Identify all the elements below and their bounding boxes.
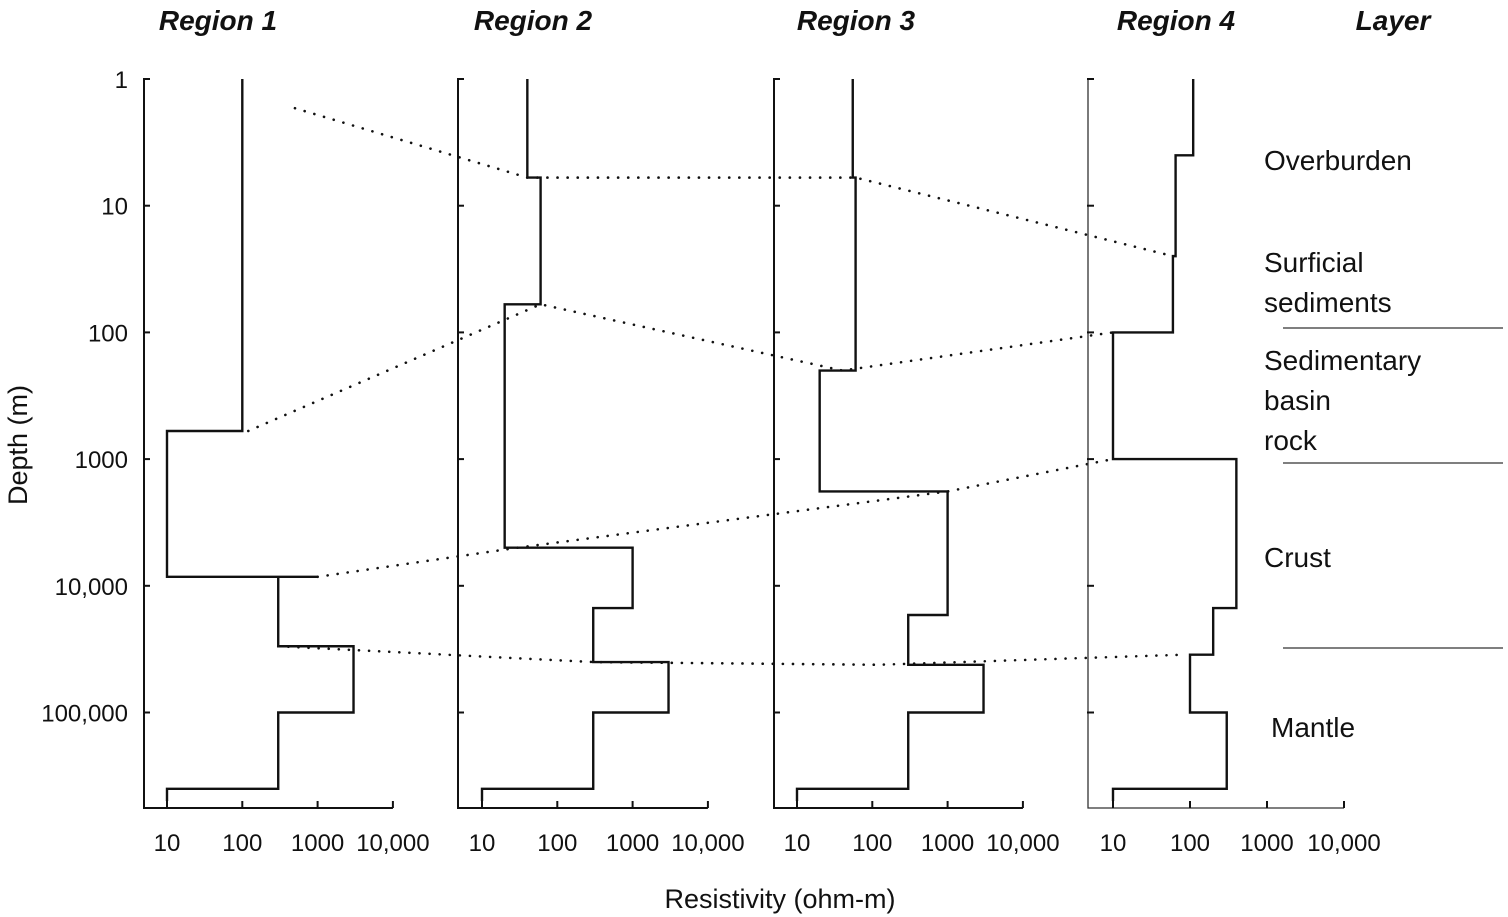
layer-label: rock bbox=[1264, 425, 1318, 456]
region-title: Region 4 bbox=[1117, 5, 1236, 36]
depth-tick-label: 100 bbox=[88, 320, 128, 347]
layer-correlation-line bbox=[316, 457, 1115, 579]
layer-label: Crust bbox=[1264, 542, 1331, 573]
layer-label: Overburden bbox=[1264, 145, 1412, 176]
resistivity-tick-label: 10,000 bbox=[1307, 830, 1380, 857]
depth-tick-label: 10 bbox=[101, 194, 128, 221]
resistivity-tick-label: 100 bbox=[852, 830, 892, 857]
region-title: Region 3 bbox=[797, 5, 916, 36]
resistivity-profile bbox=[480, 79, 670, 802]
region-title: Region 2 bbox=[474, 5, 593, 36]
panel-axes bbox=[143, 79, 393, 809]
depth-axis-title: Depth (m) bbox=[3, 385, 33, 505]
resistivity-tick-label: 10,000 bbox=[671, 830, 744, 857]
resistivity-profile bbox=[165, 79, 355, 802]
panel-axes bbox=[457, 79, 708, 809]
layer-label: Mantle bbox=[1271, 712, 1355, 743]
region-panel-2: Region 2 10 100 1000 10,000 bbox=[457, 5, 745, 857]
region-panel-1: Region 1 10 100 1000 10,000 bbox=[143, 5, 430, 857]
resistivity-tick-label: 100 bbox=[537, 830, 577, 857]
resistivity-tick-label: 10 bbox=[1100, 830, 1127, 857]
resistivity-tick-label: 100 bbox=[1170, 830, 1210, 857]
resistivity-axis-title: Resistivity (ohm-m) bbox=[664, 884, 895, 914]
resistivity-tick-label: 1000 bbox=[291, 830, 344, 857]
layer-labels: Overburden Surficial sediments Sedimentary b… bbox=[1264, 145, 1421, 743]
region-panels: Region 1 10 100 1000 10,000 Region 2 10 100 1000… bbox=[143, 5, 1381, 857]
resistivity-tick-label: 1000 bbox=[1240, 830, 1293, 857]
depth-tick-label: 100,000 bbox=[41, 701, 128, 728]
depth-tick-label: 1 bbox=[115, 67, 128, 94]
layer-label: sediments bbox=[1264, 287, 1392, 318]
layer-label: Sedimentary bbox=[1264, 345, 1421, 376]
resistivity-profile bbox=[795, 79, 985, 802]
layer-label: Surficial bbox=[1264, 247, 1364, 278]
panel-axes bbox=[1087, 79, 1344, 809]
resistivity-tick-label: 1000 bbox=[606, 830, 659, 857]
resistivity-tick-label: 10,000 bbox=[356, 830, 429, 857]
depth-axis: 1 10 100 1000 10,000 100,000 bbox=[41, 67, 128, 728]
layer-correlation-line bbox=[246, 302, 1115, 433]
region-panel-3: Region 3 10 100 1000 10,000 bbox=[773, 5, 1060, 857]
layer-dividers bbox=[1283, 327, 1503, 649]
resistivity-tick-label: 10 bbox=[784, 830, 811, 857]
resistivity-tick-label: 100 bbox=[222, 830, 262, 857]
layer-correlation-line bbox=[276, 644, 1184, 667]
region-title: Region 1 bbox=[159, 5, 277, 36]
correlation-lines bbox=[246, 106, 1184, 667]
resistivity-profile bbox=[1111, 79, 1238, 802]
depth-tick-label: 10,000 bbox=[55, 574, 128, 601]
resistivity-tick-label: 1000 bbox=[921, 830, 974, 857]
depth-tick-label: 1000 bbox=[75, 447, 128, 474]
layer-header: Layer bbox=[1356, 5, 1433, 36]
region-panel-4: Region 4 10 100 1000 10,000 bbox=[1087, 5, 1381, 857]
resistivity-tick-label: 10 bbox=[469, 830, 496, 857]
resistivity-tick-label: 10,000 bbox=[986, 830, 1059, 857]
layer-correlation-line bbox=[293, 106, 1175, 258]
resistivity-tick-label: 10 bbox=[154, 830, 181, 857]
layer-label: basin bbox=[1264, 385, 1331, 416]
panel-axes bbox=[773, 79, 1023, 809]
